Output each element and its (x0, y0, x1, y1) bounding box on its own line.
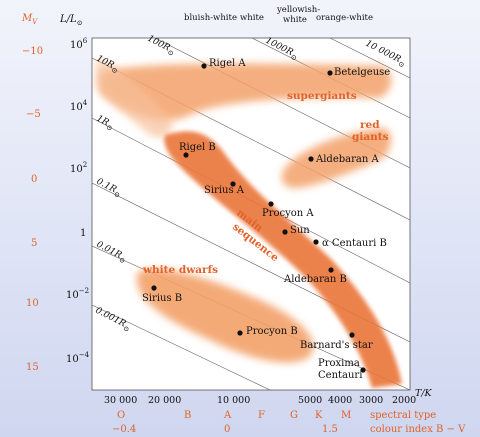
white-dwarfs-region (136, 268, 314, 363)
star-procyon-a (268, 201, 274, 207)
mv-tick-label: 5 (31, 238, 37, 249)
red-giants-label-2: giants (352, 131, 389, 143)
spectral-class: O (117, 410, 125, 421)
label-alpha-centauri-b: α Centauri B (322, 238, 387, 249)
star-proxima-centauri (360, 367, 366, 373)
colour-name-yellowish-white: yellowish-white (276, 5, 320, 25)
label-betelgeuse: Betelgeuse (334, 67, 390, 78)
colour-index-value: 0 (224, 424, 230, 435)
colour-index-row: −0.4 0 1.5 colour index B − V (112, 424, 466, 435)
colour-name-bluish-white: bluish-white (184, 13, 237, 23)
temp-tick-label: 30 000 (104, 395, 137, 406)
colour-name-white: white (240, 13, 264, 23)
lum-tick-label: 102 (70, 161, 87, 175)
red-giants-region (281, 128, 392, 188)
label-rigel-b: Rigel B (179, 142, 216, 153)
colour-index-value: −0.4 (112, 424, 136, 435)
star-aldebaran-b (328, 267, 334, 273)
temp-tick-label: 20 000 (148, 395, 181, 406)
supergiants-region-left (96, 59, 173, 138)
white-dwarfs-label: white dwarfs (142, 264, 218, 276)
lum-tick-label: 10−2 (66, 287, 89, 301)
star-procyon-b (237, 330, 243, 336)
label-proxima: Proxima (318, 358, 360, 369)
temp-axis-label: T/K (415, 388, 433, 399)
star-rigel-a (201, 63, 207, 69)
star-betelgeuse (327, 70, 333, 76)
luminosity-axis: L/L⊙ 106 104 102 1 10−2 10−4 (59, 14, 90, 365)
label-centauri: Centauri (318, 370, 362, 381)
spectral-class: F (258, 410, 265, 421)
mv-axis: MV −10 −5 0 5 10 15 (21, 13, 43, 373)
mv-tick-label: −5 (26, 109, 41, 120)
spectral-class: A (223, 410, 232, 421)
luminosity-axis-label: L/L⊙ (59, 14, 83, 27)
temp-tick-label: 5000 (298, 395, 322, 406)
mv-tick-label: 15 (26, 362, 39, 373)
star-alpha-centauri-b (313, 239, 319, 245)
star-rigel-b (183, 152, 189, 158)
label-barnards-star: Barnard's star (300, 340, 373, 351)
supergiants-region (100, 63, 392, 121)
temp-tick-label: 3000 (359, 395, 383, 406)
label-procyon-a: Procyon A (262, 208, 314, 219)
star-aldebaran-a (308, 156, 314, 162)
red-giants-label-1: red (360, 119, 380, 131)
spectral-type-label: spectral type (370, 410, 436, 421)
lum-tick-label: 106 (70, 37, 88, 51)
temperature-axis: 30 000 20 000 10 000 5000 4000 3000 2000… (104, 388, 433, 406)
star-points (151, 63, 366, 373)
star-sirius-b (151, 285, 157, 291)
spectral-class: K (315, 410, 323, 421)
star-sirius-a (230, 181, 236, 187)
label-aldebaran-b: Aldebaran B (283, 274, 347, 285)
mv-tick-label: 0 (31, 174, 37, 185)
radius-line-10000 (329, 38, 410, 79)
colour-index-value: 1.5 (322, 424, 338, 435)
mv-tick-label: −10 (22, 46, 43, 57)
temp-tick-label: 10 000 (217, 395, 250, 406)
star-sun (282, 229, 288, 235)
label-procyon-b: Procyon B (246, 326, 298, 337)
colour-names: bluish-white white yellowish-white orang… (184, 5, 373, 25)
radius-line-0.001 (92, 304, 271, 390)
label-sun: Sun (290, 225, 310, 236)
star-barnards-star (349, 332, 355, 338)
label-sirius-a: Sirius A (204, 185, 245, 196)
lum-tick-label: 10−4 (66, 351, 90, 365)
label-aldebaran-a: Aldebaran A (315, 154, 379, 165)
spectral-class: M (341, 410, 351, 421)
mv-axis-label: MV (21, 13, 38, 26)
temp-tick-label: 2000 (392, 395, 416, 406)
label-sirius-b: Sirius B (142, 293, 182, 304)
lum-tick-label: 104 (70, 99, 88, 113)
mv-tick-label: 10 (26, 298, 39, 309)
colour-name-orange-white: orange-white (316, 13, 373, 23)
supergiants-label: supergiants (287, 90, 357, 102)
colour-index-label: colour index B − V (370, 424, 466, 435)
lum-tick-label: 1 (80, 228, 86, 239)
main-sequence-region (164, 131, 402, 389)
spectral-class: G (290, 410, 298, 421)
label-rigel-a: Rigel A (209, 58, 246, 69)
spectral-type-row: O B A F G K M spectral type (117, 410, 436, 421)
temp-tick-label: 4000 (328, 395, 352, 406)
spectral-class: B (184, 410, 191, 421)
